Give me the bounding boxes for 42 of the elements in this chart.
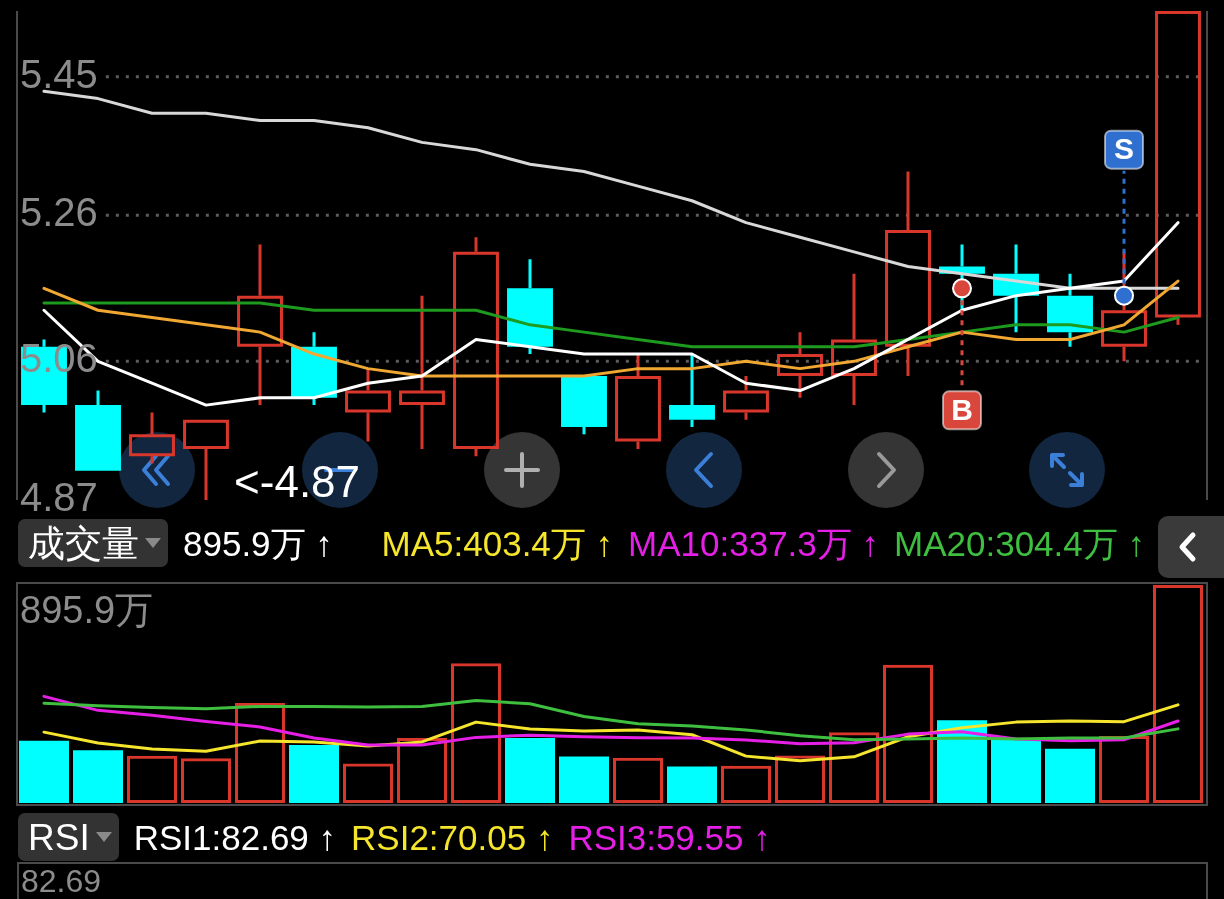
bar — [667, 766, 717, 803]
text: 895.9万 ↑ — [183, 523, 333, 563]
bar — [73, 750, 123, 803]
text: MA5:403.4万 ↑ — [381, 523, 614, 563]
bar — [559, 756, 609, 803]
y-tick-label: 5.45 — [20, 51, 98, 96]
chart-title: 成交量 — [18, 519, 168, 567]
bar — [991, 738, 1041, 803]
bar — [289, 745, 339, 803]
candlestick — [345, 368, 391, 442]
text: 82.69 — [21, 863, 102, 899]
candlestick — [75, 390, 121, 471]
candlestick — [507, 259, 553, 355]
candlestick — [237, 244, 283, 406]
candlestick — [183, 419, 229, 500]
text: RSI1:82.69 ↑ — [133, 817, 337, 857]
candlestick — [291, 332, 337, 406]
data-label: B — [951, 392, 973, 426]
candlestick — [399, 295, 445, 449]
text: RSI2:70.05 ↑ — [351, 817, 554, 857]
y-tick-label: 4.87 — [20, 475, 98, 520]
y-tick-label: 5.26 — [20, 190, 98, 235]
candlestick — [561, 375, 607, 435]
candlestick — [615, 354, 661, 449]
candlestick — [885, 171, 931, 376]
text: MA10:337.3万 ↑ — [628, 523, 880, 563]
candlestick — [1047, 273, 1093, 347]
candlestick — [129, 412, 175, 464]
candlestick — [777, 332, 823, 398]
text: MA20:304.4万 ↑ — [894, 523, 1145, 563]
bar — [19, 740, 69, 803]
candlestick — [453, 237, 499, 457]
bar — [505, 738, 555, 803]
annotation: 895.9万 — [20, 589, 154, 631]
text: RSI3:59.55 ↑ — [568, 817, 771, 857]
data-label: S — [1113, 131, 1135, 165]
annotation: <-4.87 — [234, 457, 361, 506]
candlestick — [723, 375, 769, 420]
bar — [1045, 748, 1095, 803]
candlestick — [831, 273, 877, 406]
text: RSI — [18, 813, 119, 861]
candlestick — [669, 354, 715, 428]
